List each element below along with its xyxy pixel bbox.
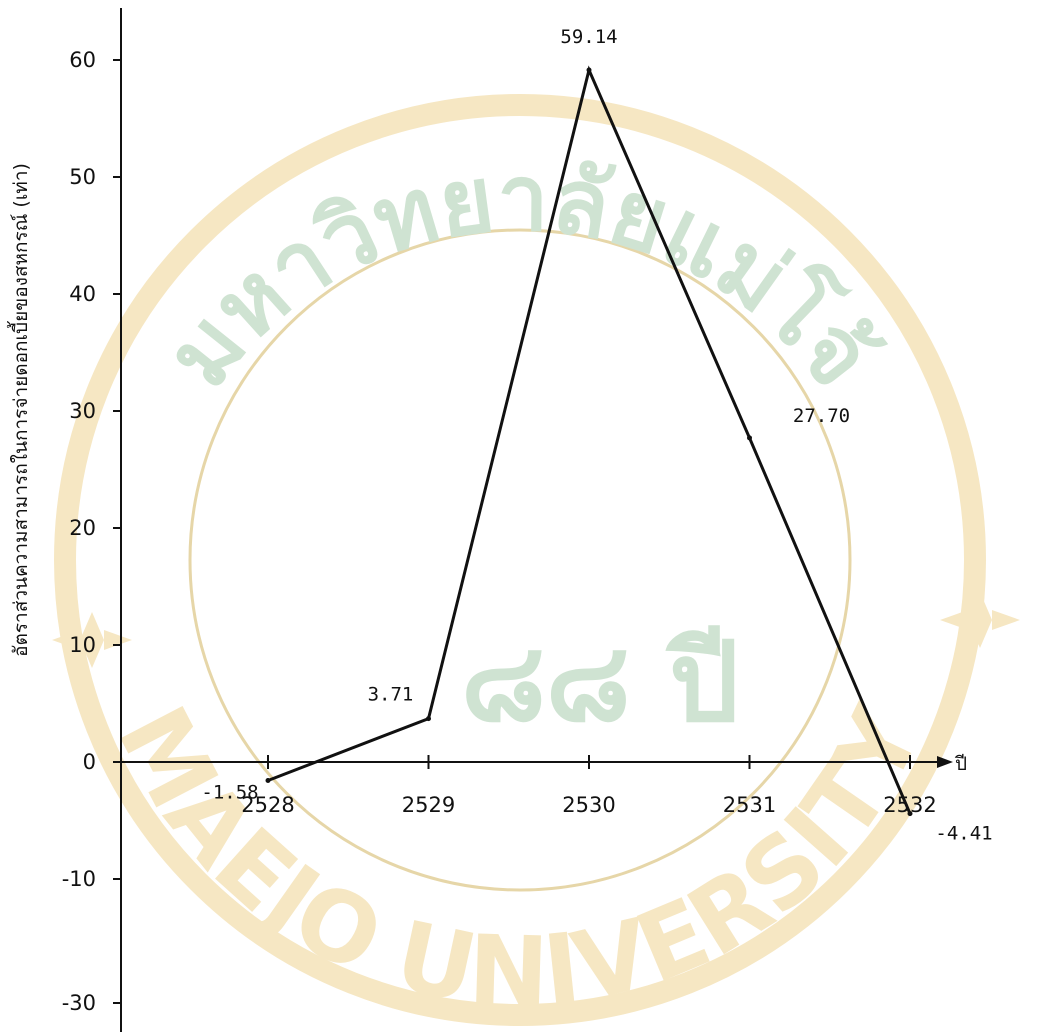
data-label: 3.71	[368, 684, 414, 706]
data-label: 59.14	[560, 26, 617, 48]
data-label: 27.70	[793, 405, 850, 427]
data-point	[586, 67, 592, 73]
series-group	[265, 65, 913, 817]
x-axis-title: ปี	[954, 753, 967, 775]
axes	[120, 8, 953, 1032]
x-tick-label: 2528	[241, 793, 294, 817]
university-seal-watermark: มหาวิทยาลัยแม่โจ้ MAEJO UNIVERSITY ๘๘ ปี	[52, 94, 1020, 1029]
x-tick-label: 2531	[723, 793, 776, 817]
y-tick-label: 30	[69, 399, 96, 423]
data-labels: -1.58 3.71 59.14 27.70 -4.41	[201, 26, 992, 845]
y-tick-label: 10	[69, 633, 96, 657]
seal-inner-ring	[188, 228, 852, 892]
x-tick-label: 2529	[402, 793, 455, 817]
y-tick-label: 50	[69, 165, 96, 189]
seal-outer-ring	[54, 94, 986, 1026]
x-tick-label: 2530	[562, 793, 615, 817]
x-axis-arrow-icon	[937, 756, 953, 768]
y-tick-label: 60	[69, 48, 96, 72]
y-axis-title: อัตราส่วนความสามารถในการจ่ายดอกเบี้ยของส…	[7, 163, 32, 657]
y-tick-label: -30	[62, 991, 96, 1015]
y-ticks: 60 50 40 30 20 10 0 -10 -30	[62, 48, 121, 1015]
data-point	[426, 716, 431, 722]
data-point	[747, 435, 752, 441]
data-label: -4.41	[935, 823, 992, 845]
y-tick-label: 20	[69, 516, 96, 540]
data-point	[265, 777, 271, 783]
y-tick-label: 40	[69, 282, 96, 306]
data-point	[907, 811, 913, 817]
y-tick-label: -10	[62, 867, 96, 891]
data-label: -1.58	[201, 781, 258, 803]
seal-star-left-icon	[52, 612, 132, 668]
y-tick-label: 0	[83, 750, 96, 774]
seal-center-text: ๘๘ ปี	[461, 618, 739, 746]
seal-star-right-icon	[940, 592, 1020, 648]
